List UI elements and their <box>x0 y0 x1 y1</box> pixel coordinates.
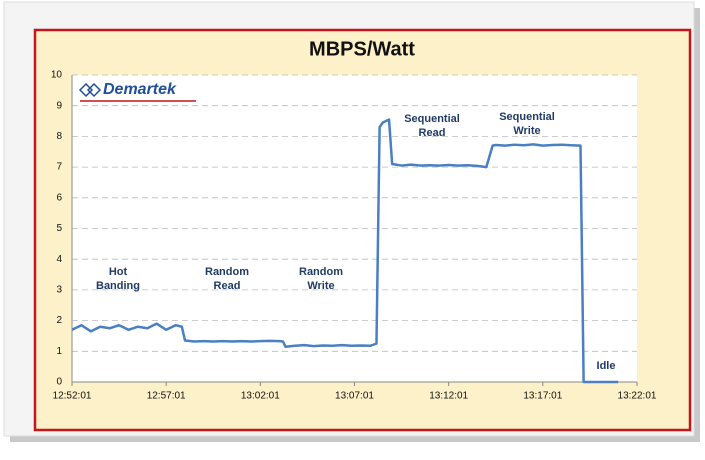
x-tick-label: 12:52:01 <box>53 391 92 402</box>
annotation: Sequential <box>499 111 555 123</box>
annotation: Idle <box>597 360 616 372</box>
annotation: Read <box>214 280 241 292</box>
x-tick-label: 13:07:01 <box>335 391 374 402</box>
y-tick-label: 4 <box>56 254 62 265</box>
y-tick-label: 1 <box>56 346 62 357</box>
chart-title: MBPS/Watt <box>309 38 415 60</box>
y-tick-label: 9 <box>56 100 62 111</box>
line-series <box>71 118 619 384</box>
annotation: Random <box>299 266 343 278</box>
y-tick-label: 8 <box>56 131 62 142</box>
annotation: Hot <box>109 266 128 278</box>
annotation: Write <box>513 125 540 137</box>
logo-bg <box>80 82 200 104</box>
logo-icon <box>78 82 102 98</box>
y-tick-label: 5 <box>56 223 62 234</box>
y-tick-label: 7 <box>56 162 62 173</box>
x-tick-label: 13:12:01 <box>429 391 468 402</box>
annotation: Write <box>307 280 334 292</box>
y-tick-label: 0 <box>56 377 62 388</box>
x-tick-label: 13:22:01 <box>618 391 657 402</box>
annotation: Random <box>205 266 249 278</box>
annotation: Read <box>419 127 446 139</box>
x-tick-label: 12:57:01 <box>147 391 186 402</box>
annotation: Sequential <box>404 113 460 125</box>
logo-text: Demartek <box>103 81 177 98</box>
y-tick-label: 6 <box>56 192 62 203</box>
logo: Demartek <box>78 81 200 104</box>
y-tick-label: 3 <box>56 285 62 296</box>
annotation: Banding <box>96 280 140 292</box>
y-tick-label: 10 <box>51 70 63 81</box>
x-tick-label: 13:17:01 <box>523 391 562 402</box>
x-tick-label: 13:02:01 <box>241 391 280 402</box>
y-tick-label: 2 <box>56 315 62 326</box>
